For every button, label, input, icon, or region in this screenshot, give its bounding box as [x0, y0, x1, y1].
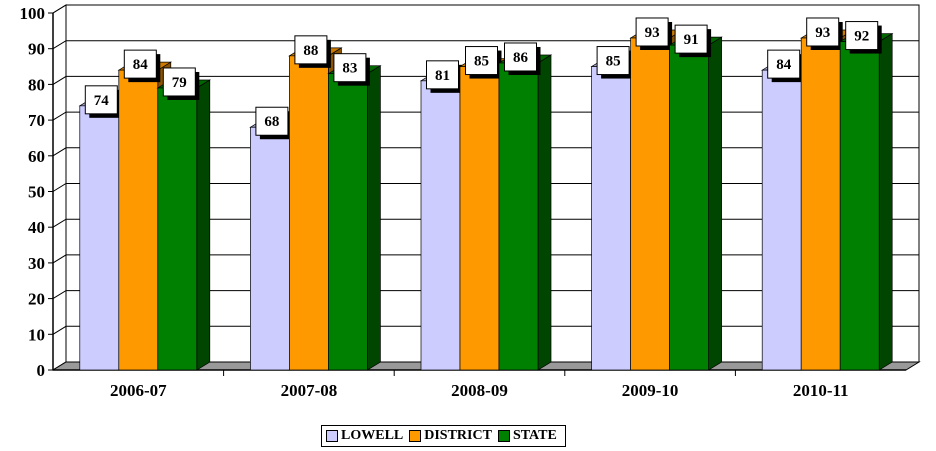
bar-lowell-2006-07 — [79, 105, 120, 371]
y-tick-label-50: 50 — [28, 183, 45, 202]
y-tick-label-90: 90 — [28, 40, 45, 59]
data-label-district-2008-09: 85 — [474, 54, 489, 70]
bar-district-2010-11 — [800, 37, 841, 371]
legend-item-district: DISTRICT — [409, 428, 492, 444]
bar-state-2010-11 — [839, 41, 880, 371]
data-label-district-2007-08: 88 — [303, 43, 318, 59]
y-tick-label-60: 60 — [28, 147, 45, 166]
legend-item-lowell: LOWELL — [326, 428, 403, 444]
data-label-box-state-2010-11 — [845, 21, 879, 51]
bar-lowell-2010-11 — [761, 69, 802, 371]
x-tick-label-2007-08: 2007-08 — [281, 381, 338, 400]
legend-label-lowell: LOWELL — [341, 428, 404, 443]
bar-state-2008-09-side — [537, 54, 552, 371]
data-label-box-lowell-2009-10 — [596, 46, 630, 76]
x-tick-label-2008-09: 2008-09 — [451, 381, 508, 400]
y-tick-label-80: 80 — [28, 75, 45, 94]
data-label-box-district-2007-08 — [294, 35, 328, 65]
data-label-box-lowell-2007-08 — [255, 106, 289, 136]
data-label-box-state-2008-09 — [504, 42, 537, 72]
y-tick-label-20: 20 — [28, 290, 45, 309]
bar-state-2007-08-side — [367, 65, 381, 371]
data-label-district-2010-11: 93 — [815, 25, 830, 41]
y-tick-label-70: 70 — [28, 111, 45, 130]
data-label-lowell-2007-08: 68 — [264, 114, 279, 130]
bar-lowell-2007-08 — [250, 126, 290, 371]
legend-label-state: STATE — [512, 428, 557, 443]
bar-state-2007-08 — [328, 73, 368, 371]
bar-district-2008-09 — [459, 66, 500, 371]
y-tick-label-100: 100 — [20, 4, 46, 23]
data-label-lowell-2006-07: 74 — [94, 93, 110, 109]
bar-state-2008-09 — [498, 62, 539, 371]
data-label-box-state-2007-08 — [333, 53, 367, 83]
bar-district-2007-08 — [289, 55, 329, 371]
data-label-state-2010-11: 92 — [854, 29, 869, 45]
y-tick-label-0: 0 — [37, 361, 46, 380]
data-label-box-state-2006-07 — [162, 67, 196, 97]
gridline-100 — [52, 4, 919, 14]
data-label-district-2009-10: 93 — [645, 25, 660, 41]
bar-state-2010-11-side — [878, 32, 893, 371]
data-label-state-2008-09: 86 — [513, 50, 529, 66]
data-label-box-district-2006-07 — [123, 49, 157, 79]
bar-state-2009-10 — [669, 44, 709, 371]
data-label-lowell-2009-10: 85 — [606, 54, 621, 70]
legend: LOWELL DISTRICT STATE — [321, 425, 566, 447]
data-label-box-district-2009-10 — [635, 17, 669, 47]
data-label-box-state-2009-10 — [674, 24, 708, 54]
data-label-state-2007-08: 83 — [342, 61, 357, 77]
x-tick-label-2009-10: 2009-10 — [622, 381, 679, 400]
bar-state-2009-10-side — [708, 36, 722, 371]
bar-district-2006-07 — [118, 69, 159, 371]
legend-swatch-lowell — [326, 430, 338, 442]
y-tick-label-30: 30 — [28, 254, 45, 273]
data-label-box-lowell-2010-11 — [767, 49, 801, 79]
data-label-lowell-2008-09: 81 — [435, 68, 450, 84]
bar-state-2006-07-side — [196, 79, 211, 371]
bar-state-2006-07 — [157, 87, 198, 371]
legend-swatch-district — [409, 430, 422, 442]
data-label-box-lowell-2008-09 — [426, 60, 459, 90]
data-label-box-district-2010-11 — [806, 17, 840, 47]
data-label-box-lowell-2006-07 — [84, 85, 118, 115]
x-tick-label-2006-07: 2006-07 — [110, 381, 167, 400]
data-label-box-district-2008-09 — [465, 46, 498, 76]
legend-label-district: DISTRICT — [424, 428, 492, 443]
data-label-district-2006-07: 84 — [133, 57, 149, 73]
legend-swatch-state — [497, 430, 510, 442]
y-tick-label-10: 10 — [28, 325, 45, 344]
bar-lowell-2009-10 — [591, 66, 631, 371]
data-label-lowell-2010-11: 84 — [776, 57, 792, 73]
y-tick-label-40: 40 — [28, 218, 45, 237]
legend-item-state: STATE — [497, 428, 557, 444]
x-tick-label-2010-11: 2010-11 — [793, 381, 849, 400]
bar-district-2009-10 — [630, 37, 670, 371]
bar-lowell-2008-09 — [420, 80, 461, 371]
data-label-state-2006-07: 79 — [172, 75, 187, 91]
data-label-state-2009-10: 91 — [684, 32, 699, 48]
